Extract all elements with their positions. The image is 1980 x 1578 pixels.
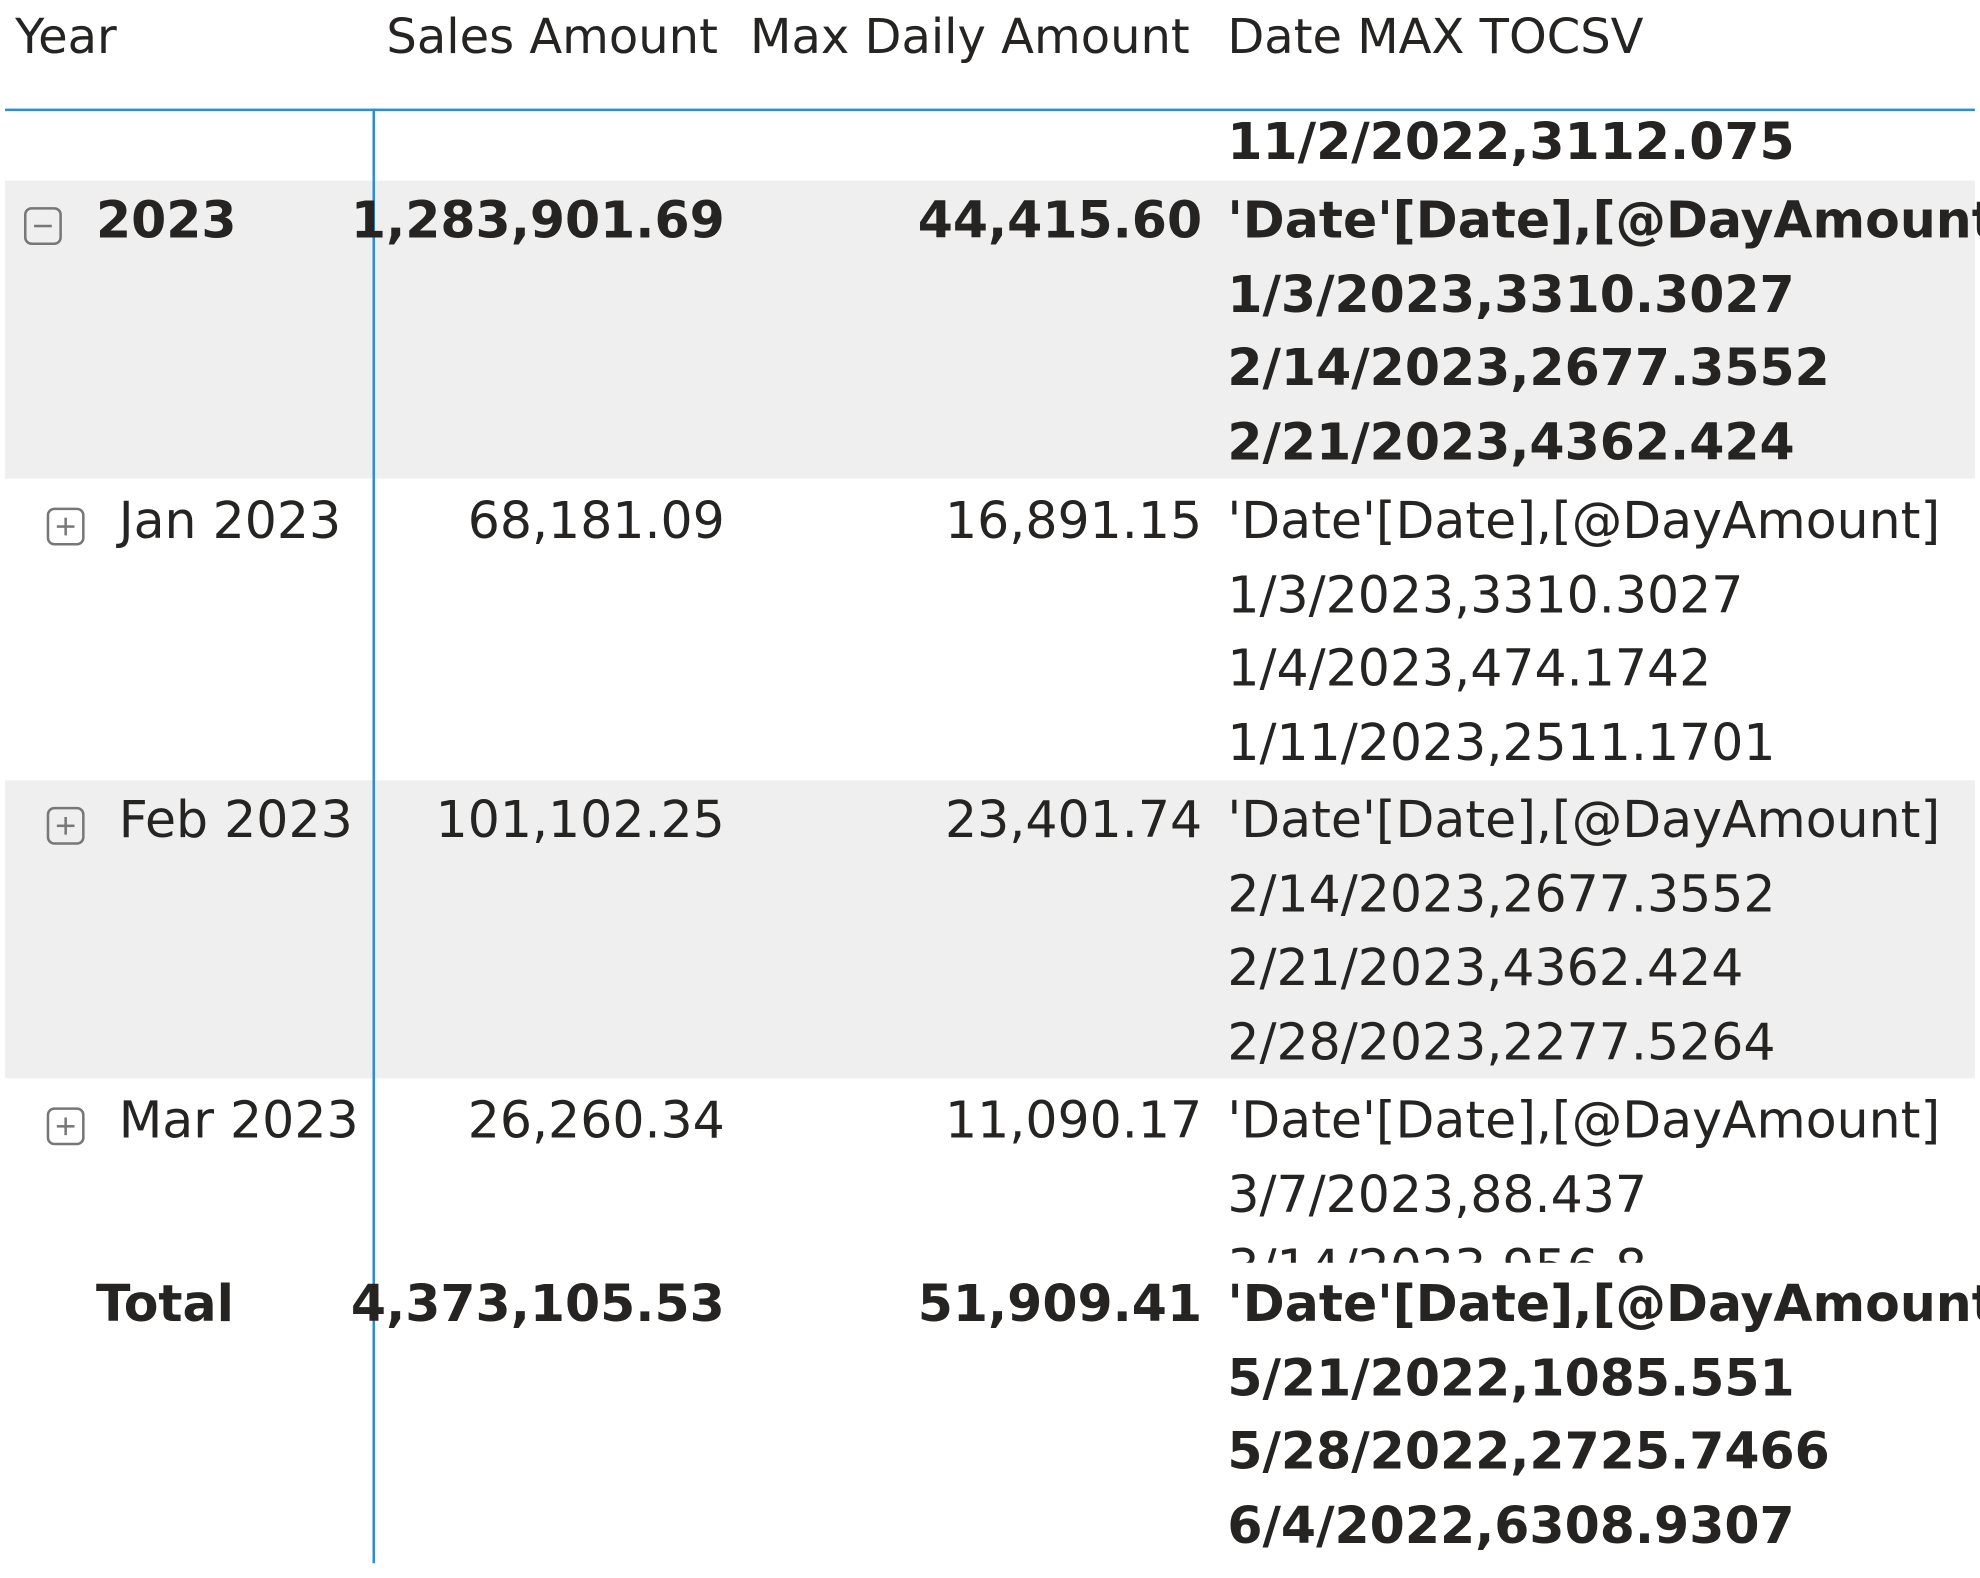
- max-daily-amount-value: 44,415.60: [917, 191, 1203, 251]
- csv-line: 1/11/2023,2511.1701: [1227, 714, 1776, 773]
- csv-line: 'Date'[Date],[@DayAmount]: [1227, 1092, 1941, 1151]
- csv-line: 11/2/2022,3112.075: [1227, 113, 1795, 172]
- row-label-jan-2023: Jan 2023: [118, 492, 342, 551]
- csv-line: 2/28/2023,2277.5264: [1227, 1013, 1776, 1072]
- expand-toggle-icon[interactable]: [46, 507, 85, 546]
- sales-amount-value: 101,102.25: [435, 791, 725, 850]
- csv-line: 2/14/2023,2677.3552: [1227, 865, 1776, 924]
- csv-line: 2/14/2023,2677.3552: [1227, 339, 1830, 398]
- row-label-feb-2023: Feb 2023: [118, 791, 353, 850]
- sales-amount-total: 4,373,105.53: [350, 1275, 725, 1334]
- expand-toggle-icon[interactable]: [46, 806, 85, 845]
- csv-line: 2/21/2023,4362.424: [1227, 939, 1744, 998]
- csv-line: 1/3/2023,3310.3027: [1227, 265, 1795, 324]
- csv-line: 3/14/2023,956.8: [1227, 1232, 1940, 1263]
- header-divider: [5, 108, 1975, 112]
- column-header-max-daily-amount[interactable]: Max Daily Amount: [750, 8, 1190, 65]
- csv-line: 3/7/2023,88.437: [1227, 1166, 1647, 1225]
- csv-line: 'Date'[Date],[@DayAmount]: [1227, 492, 1941, 551]
- row-label-total: Total: [95, 1275, 234, 1334]
- csv-line: 'Date'[Date],[@DayAmount]: [1227, 1275, 1980, 1334]
- max-daily-amount-value: 23,401.74: [945, 791, 1203, 850]
- csv-line: 5/28/2022,2725.7466: [1227, 1423, 1830, 1482]
- csv-cell: 'Date'[Date],[@DayAmount] 2/14/2023,2677…: [1227, 784, 1940, 1079]
- row-band-2023: [5, 180, 1975, 479]
- column-header-sales-amount[interactable]: Sales Amount: [386, 8, 718, 65]
- collapse-toggle-icon[interactable]: [23, 207, 62, 245]
- csv-cell: 'Date'[Date],[@DayAmount] 3/7/2023,88.43…: [1227, 1085, 1941, 1263]
- csv-line: 'Date'[Date],[@DayAmount]: [1227, 191, 1980, 251]
- column-header-date-max-tocsv[interactable]: Date MAX TOCSV: [1227, 8, 1644, 65]
- csv-line: 5/21/2022,1085.551: [1227, 1349, 1795, 1408]
- max-daily-amount-value: 11,090.17: [945, 1092, 1203, 1151]
- csv-line: 1/4/2023,474.1742: [1227, 640, 1712, 699]
- sales-amount-value: 26,260.34: [467, 1092, 725, 1151]
- row-band-feb-2023: [5, 780, 1975, 1079]
- sales-amount-value: 68,181.09: [467, 492, 725, 551]
- csv-line: 'Date'[Date],[@DayAmount]: [1227, 791, 1941, 850]
- column-header-year[interactable]: Year: [15, 8, 117, 65]
- row-label-mar-2023: Mar 2023: [118, 1092, 359, 1151]
- csv-cell-carry-over: 11/2/2022,3112.075: [1227, 106, 1794, 179]
- row-header-divider: [372, 108, 376, 1564]
- row-label-2023: 2023: [95, 191, 237, 251]
- csv-line: 2/21/2023,4362.424: [1227, 413, 1795, 472]
- csv-cell: 'Date'[Date],[@DayAmount] 1/3/2023,3310.…: [1227, 485, 1940, 780]
- csv-cell-total: 'Date'[Date],[@DayAmount] 5/21/2022,1085…: [1227, 1268, 1980, 1563]
- csv-line: 6/4/2022,6308.9307: [1227, 1496, 1795, 1556]
- csv-line: 1/3/2023,3310.3027: [1227, 566, 1744, 625]
- max-daily-amount-total: 51,909.41: [917, 1275, 1203, 1334]
- sales-amount-value: 1,283,901.69: [350, 191, 725, 251]
- expand-toggle-icon[interactable]: [46, 1107, 85, 1146]
- max-daily-amount-value: 16,891.15: [945, 492, 1203, 551]
- csv-cell: 'Date'[Date],[@DayAmount] 1/3/2023,3310.…: [1227, 184, 1980, 479]
